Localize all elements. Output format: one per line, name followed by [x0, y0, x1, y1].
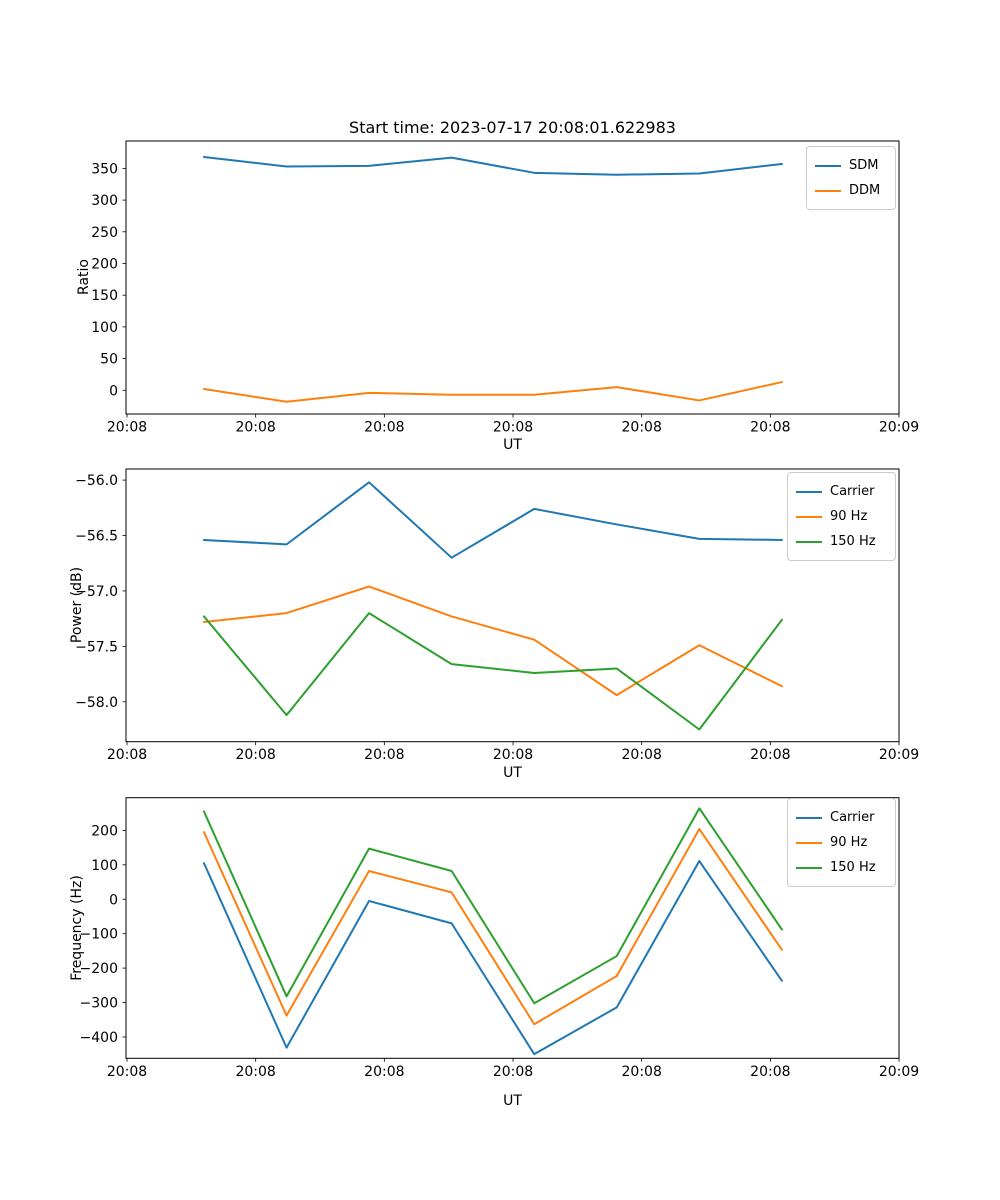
- x-tick-label: 20:08: [622, 420, 662, 436]
- legend-line-sample: [815, 164, 841, 167]
- x-tick-label: 20:08: [750, 420, 790, 436]
- legend-entry: SDM: [815, 153, 885, 178]
- figure-title: Start time: 2023-07-17 20:08:01.622983: [349, 118, 676, 137]
- x-tick-label: 20:08: [107, 747, 147, 763]
- legend-entry: 150 Hz: [796, 855, 885, 880]
- x-tick-label: 20:09: [879, 747, 919, 763]
- x-tick-label: 20:09: [879, 1064, 919, 1080]
- y-tick-label: 200: [91, 256, 118, 272]
- series-line-carrier: [202, 860, 783, 1056]
- x-tick-label: 20:08: [364, 420, 404, 436]
- y-tick-label: 100: [91, 320, 118, 336]
- y-tick-label: 200: [91, 823, 118, 839]
- x-tick-label: 20:08: [750, 747, 790, 763]
- x-tick-label: 20:08: [493, 1064, 533, 1080]
- x-tick-label: 20:08: [235, 1064, 275, 1080]
- y-tick-label: 100: [91, 858, 118, 874]
- x-tick-label: 20:08: [622, 747, 662, 763]
- legend-entry: 150 Hz: [796, 529, 885, 554]
- x-tick-label: 20:08: [622, 1064, 662, 1080]
- y-tick-label: 300: [91, 193, 118, 209]
- legend-line-sample: [796, 490, 822, 493]
- y-tick-label: −200: [80, 961, 118, 977]
- subplot-frequency: 20:08 20:08 20:08 20:08 20:08 20:08 20:09 200 10…: [80, 797, 919, 1080]
- series-line-90hz: [202, 585, 783, 697]
- y-tick-label: −300: [80, 996, 118, 1012]
- x-tick-label: 20:08: [493, 420, 533, 436]
- legend-entry: DDM: [815, 178, 885, 203]
- subplot-power: 20:08 20:08 20:08 20:08 20:08 20:08 20:09 −56.0…: [75, 468, 919, 763]
- legend-label: 150 Hz: [830, 534, 876, 549]
- y-tick-label: 150: [91, 288, 118, 304]
- legend-label: 150 Hz: [830, 860, 876, 875]
- subplot-ratio: 20:08 20:08 20:08 20:08 20:08 20:08 20:09 0 50 10…: [91, 140, 919, 436]
- series-line-ddm: [202, 381, 783, 403]
- y-tick-label: −400: [80, 1030, 118, 1046]
- series-line-carrier: [202, 481, 783, 559]
- legend-frequency: Carrier 90 Hz 150 Hz: [787, 798, 896, 887]
- axes-frame: [125, 140, 900, 415]
- legend-label: Carrier: [830, 484, 875, 499]
- series-line-90hz: [202, 828, 783, 1026]
- legend-line-sample: [796, 540, 822, 543]
- axes-frame: [125, 797, 900, 1059]
- x-tick-label: 20:08: [235, 747, 275, 763]
- y-tick-label: −56.0: [75, 473, 118, 489]
- x-tick-label: 20:08: [364, 747, 404, 763]
- y-tick-label: 0: [109, 892, 118, 908]
- legend-entry: 90 Hz: [796, 830, 885, 855]
- x-tick-label: 20:08: [364, 1064, 404, 1080]
- y-tick-label: −56.5: [75, 529, 118, 545]
- legend-line-sample: [796, 515, 822, 518]
- ut-axis-label-top: UT: [503, 437, 522, 453]
- legend-entry: Carrier: [796, 479, 885, 504]
- legend-label: SDM: [849, 158, 879, 173]
- ut-axis-label-bottom: UT: [503, 1093, 522, 1109]
- legend-label: 90 Hz: [830, 509, 868, 524]
- legend-entry: 90 Hz: [796, 504, 885, 529]
- x-tick-label: 20:08: [107, 1064, 147, 1080]
- legend-power: Carrier 90 Hz 150 Hz: [787, 472, 896, 561]
- series-line-150hz: [202, 807, 783, 1005]
- ut-axis-label-middle: UT: [503, 765, 522, 781]
- x-tick-label: 20:08: [235, 420, 275, 436]
- legend-label: DDM: [849, 183, 881, 198]
- y-tick-label: −57.5: [75, 639, 118, 655]
- y-tick-label: −58.0: [75, 695, 118, 711]
- y-tick-label: −57.0: [75, 584, 118, 600]
- legend-entry: Carrier: [796, 805, 885, 830]
- axes-frame: [125, 468, 900, 743]
- y-tick-label: 50: [100, 352, 118, 368]
- legend-line-sample: [796, 816, 822, 819]
- y-tick-label: −100: [80, 927, 118, 943]
- legend-line-sample: [796, 841, 822, 844]
- x-tick-label: 20:08: [107, 420, 147, 436]
- x-tick-label: 20:09: [879, 420, 919, 436]
- series-line-150hz: [202, 612, 783, 731]
- series-line-sdm: [202, 155, 783, 176]
- y-tick-label: 0: [109, 383, 118, 399]
- legend-ratio: SDM DDM: [806, 146, 896, 210]
- y-tick-label: 350: [91, 161, 118, 177]
- x-tick-label: 20:08: [750, 1064, 790, 1080]
- legend-line-sample: [796, 866, 822, 869]
- legend-line-sample: [815, 189, 841, 192]
- x-tick-label: 20:08: [493, 747, 533, 763]
- legend-label: 90 Hz: [830, 835, 868, 850]
- legend-label: Carrier: [830, 810, 875, 825]
- y-tick-label: 250: [91, 225, 118, 241]
